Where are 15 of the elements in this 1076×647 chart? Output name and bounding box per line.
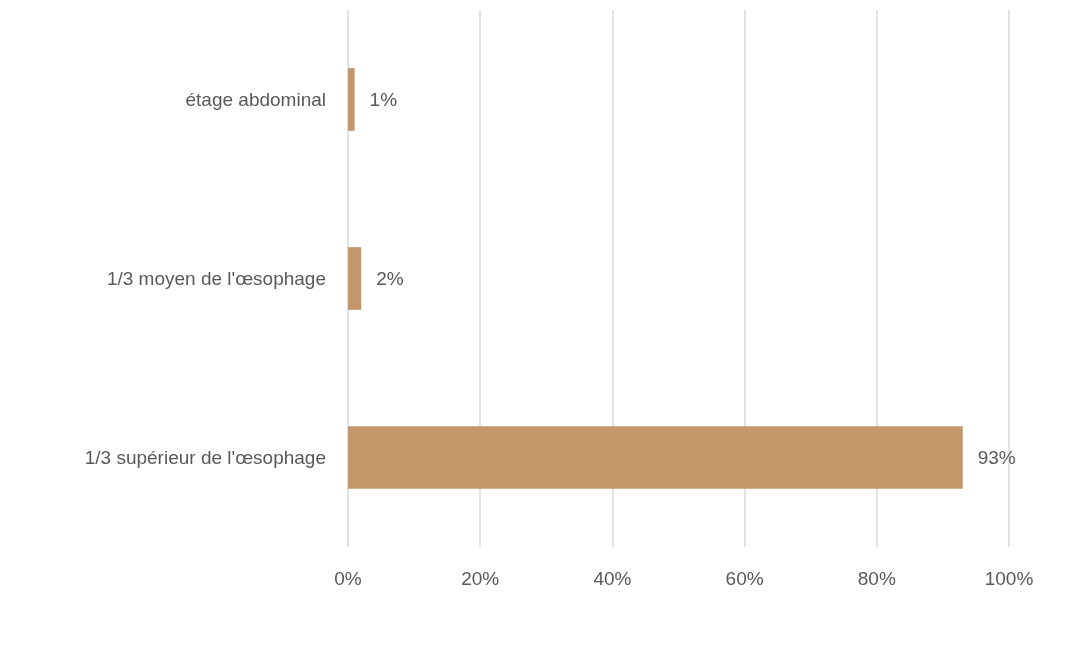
x-tick-label: 20% — [461, 568, 500, 589]
y-tick-label: 1/3 supérieur de l'œsophage — [84, 447, 326, 468]
x-tick-label: 80% — [857, 568, 896, 589]
data-label: 1% — [369, 89, 398, 110]
bar — [348, 247, 362, 310]
bar — [348, 68, 355, 131]
data-label: 2% — [376, 268, 404, 289]
x-tick-label: 0% — [334, 568, 362, 589]
data-label: 93% — [977, 447, 1016, 468]
x-tick-label: 100% — [984, 568, 1034, 589]
y-tick-label: étage abdominal — [185, 89, 326, 110]
x-tick-label: 40% — [593, 568, 632, 589]
x-tick-label: 60% — [725, 568, 764, 589]
y-tick-label: 1/3 moyen de l'œsophage — [106, 268, 326, 289]
bar — [348, 426, 963, 489]
